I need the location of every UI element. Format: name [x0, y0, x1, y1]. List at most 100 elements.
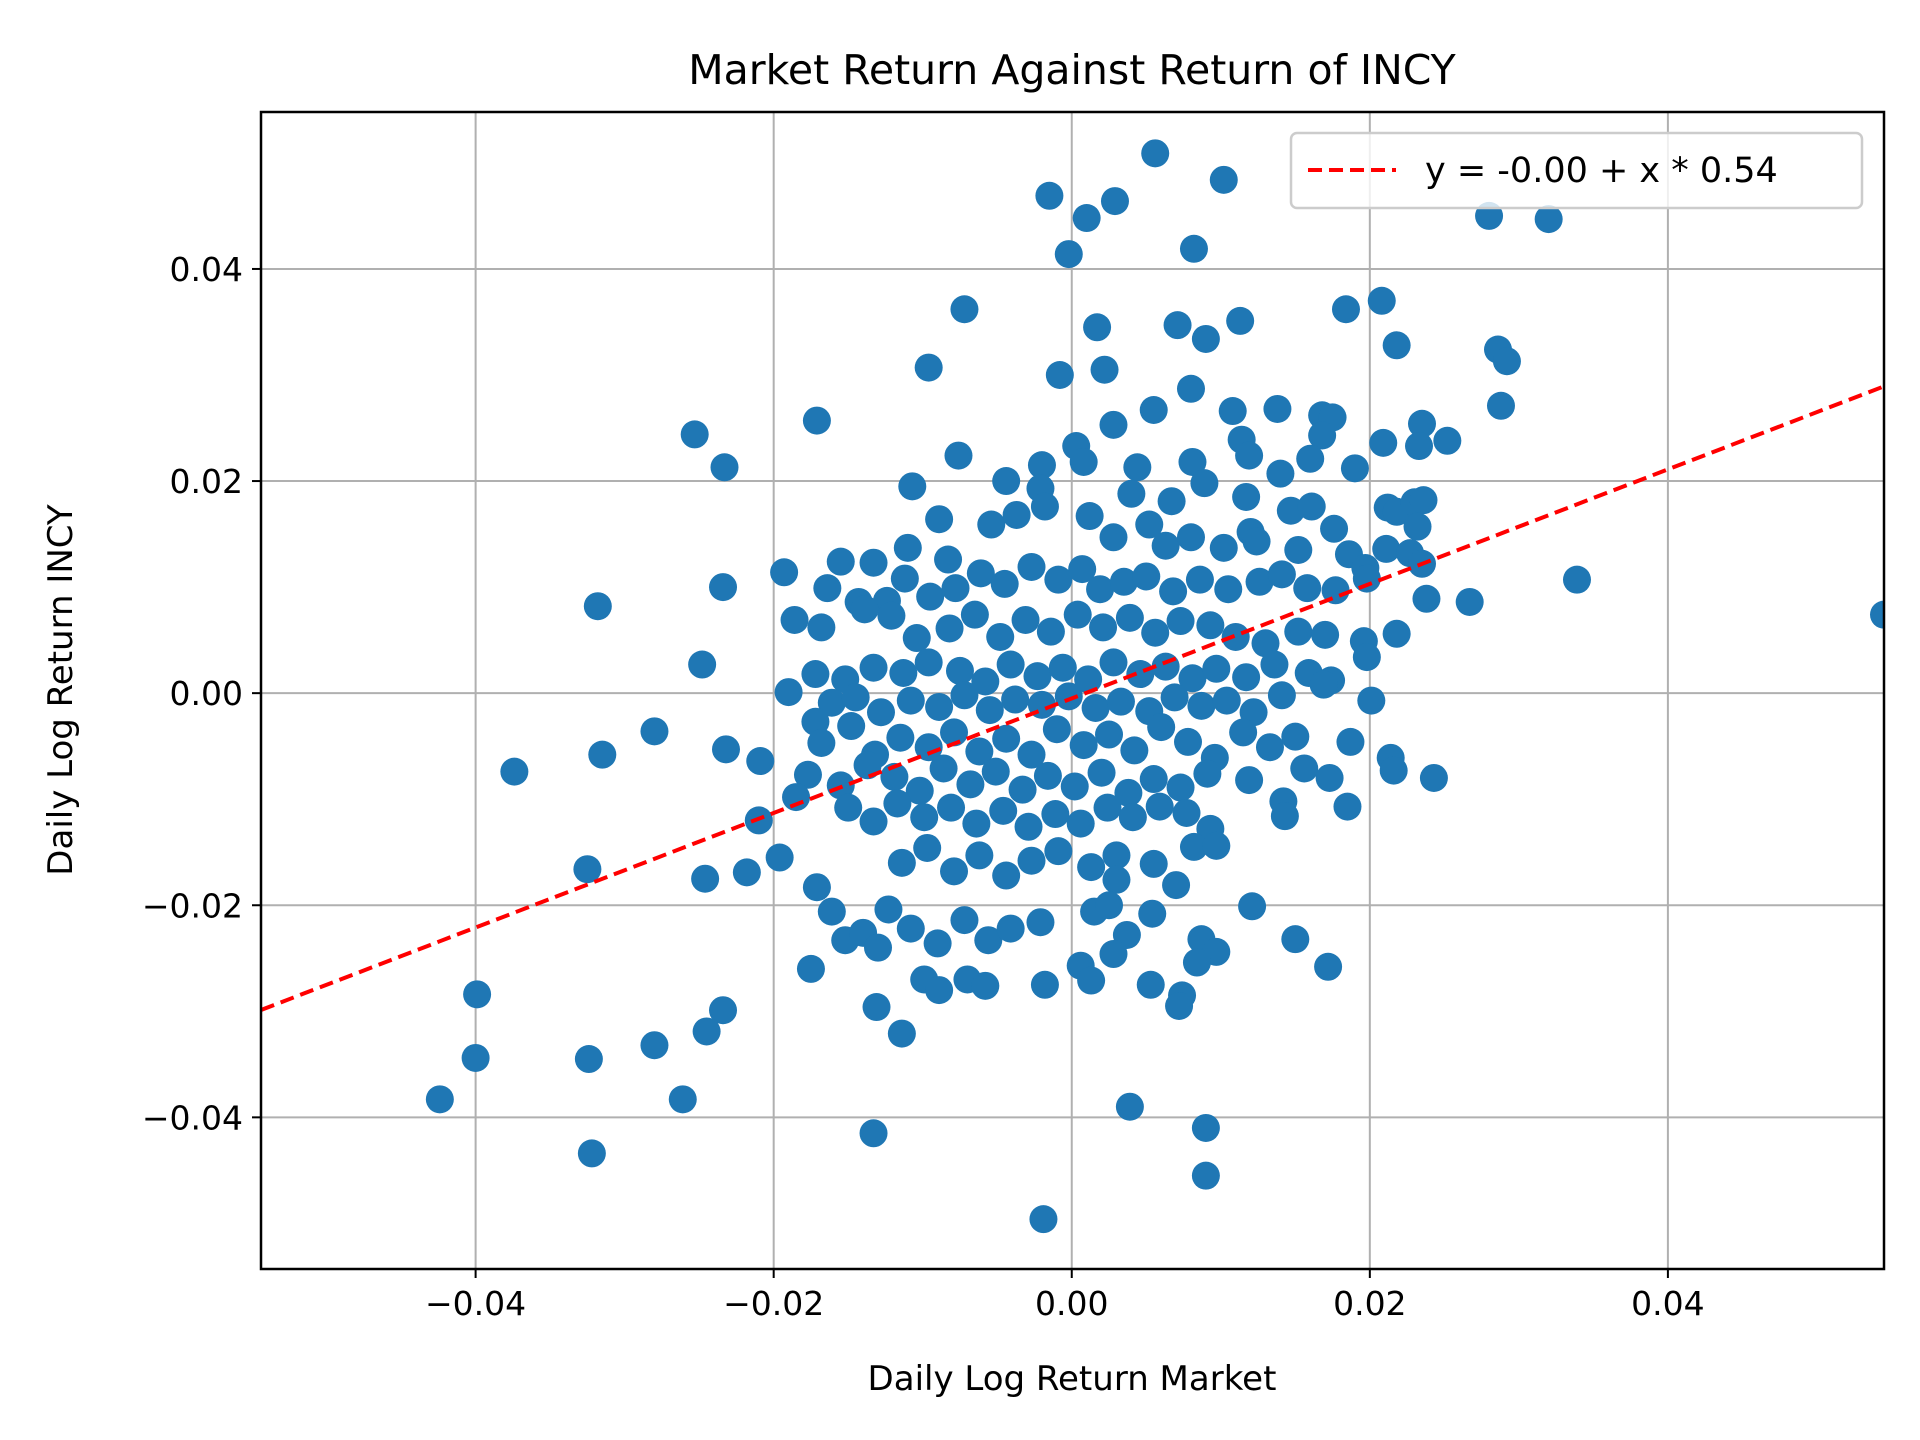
data-point [965, 841, 994, 870]
data-point [1218, 397, 1247, 426]
data-point [837, 712, 866, 741]
data-point [886, 723, 915, 752]
plot-area [259, 110, 1886, 1271]
data-point [1115, 603, 1144, 632]
data-point [802, 873, 831, 902]
data-point [1090, 355, 1119, 384]
data-point [691, 864, 720, 893]
data-point [1072, 204, 1101, 233]
y-tick-label: −0.04 [142, 1098, 243, 1137]
legend-label: y = -0.00 + x * 0.54 [1425, 151, 1778, 191]
data-point [880, 762, 909, 791]
data-point [1214, 575, 1243, 604]
data-point [1357, 686, 1386, 715]
data-point [1087, 758, 1116, 787]
data-point [935, 614, 964, 643]
data-point [1163, 311, 1192, 340]
data-point [1267, 560, 1296, 589]
data-point [1166, 607, 1195, 636]
data-point [1405, 432, 1434, 461]
x-tick-label: 0.00 [1035, 1284, 1108, 1323]
data-point [990, 569, 1019, 598]
data-point [1281, 722, 1310, 751]
data-point [826, 547, 855, 576]
data-point [1123, 453, 1152, 482]
data-point [1209, 165, 1238, 194]
data-point [801, 660, 830, 689]
data-point [1023, 662, 1052, 691]
data-point [1165, 991, 1194, 1020]
data-point [1174, 727, 1203, 756]
data-point [989, 796, 1018, 825]
data-point [1255, 733, 1284, 762]
data-point [692, 1017, 721, 1046]
data-point [992, 861, 1021, 890]
data-point [813, 574, 842, 603]
data-point [1138, 899, 1167, 928]
y-tick-label: 0.00 [170, 674, 243, 713]
data-point [1083, 313, 1112, 342]
data-point [1308, 421, 1337, 450]
data-point [1044, 837, 1073, 866]
data-point [986, 622, 1015, 651]
data-point [1191, 1161, 1220, 1190]
data-point [688, 650, 717, 679]
data-point [889, 659, 918, 688]
data-point [710, 453, 739, 482]
data-point [817, 688, 846, 717]
x-tick-label: −0.02 [723, 1284, 824, 1323]
data-point [1099, 523, 1128, 552]
data-point [940, 857, 969, 886]
data-point [925, 692, 954, 721]
data-point [887, 848, 916, 877]
data-point [898, 472, 927, 501]
data-point [1166, 773, 1195, 802]
data-point [793, 760, 822, 789]
data-point [1409, 486, 1438, 515]
data-point [913, 833, 942, 862]
data-point [866, 698, 895, 727]
x-tick-label: 0.04 [1631, 1284, 1704, 1323]
data-point [887, 1019, 916, 1048]
data-point [1139, 765, 1168, 794]
data-point [966, 559, 995, 588]
data-point [1419, 763, 1448, 792]
data-point [1221, 622, 1250, 651]
data-point [1114, 778, 1143, 807]
data-point [577, 1139, 606, 1168]
data-point [1331, 295, 1360, 324]
data-point [1159, 577, 1188, 606]
data-point [1382, 331, 1411, 360]
data-point [1081, 693, 1110, 722]
data-point [1212, 686, 1241, 715]
data-point [950, 681, 979, 710]
data-point [711, 735, 740, 764]
chart-title: Market Return Against Return of INCY [688, 46, 1456, 94]
data-point [965, 737, 994, 766]
data-point [1017, 846, 1046, 875]
data-point [1147, 713, 1176, 742]
data-point [1069, 731, 1098, 760]
data-point [1132, 562, 1161, 591]
data-point [874, 895, 903, 924]
data-point [1066, 809, 1095, 838]
data-point [1276, 496, 1305, 525]
data-point [1141, 139, 1170, 168]
data-point [1352, 643, 1381, 672]
data-point [937, 793, 966, 822]
data-point [1352, 564, 1381, 593]
data-point [1534, 205, 1563, 234]
data-point [945, 656, 974, 685]
data-point [1266, 459, 1295, 488]
data-point [859, 548, 888, 577]
data-point [1145, 792, 1174, 821]
data-point [893, 533, 922, 562]
data-point [1367, 286, 1396, 315]
data-point [1314, 952, 1343, 981]
x-axis-label: Daily Log Return Market [868, 1359, 1277, 1399]
data-point [801, 707, 830, 736]
data-point [807, 728, 836, 757]
data-point [1026, 908, 1055, 937]
data-point [1069, 447, 1098, 476]
